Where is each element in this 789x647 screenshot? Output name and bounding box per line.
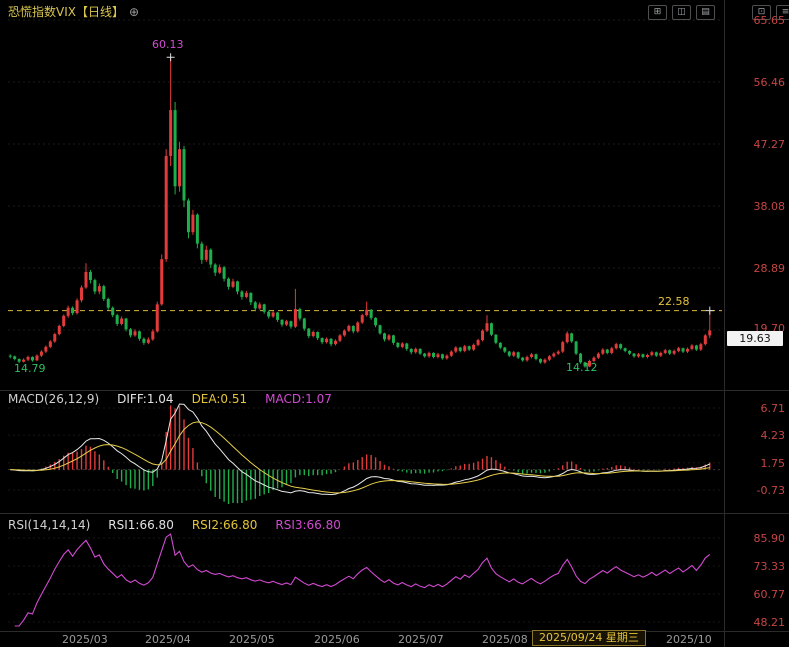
y-axis-tick: 38.08 [753,200,786,213]
macd-params-label: MACD(26,12,9) [8,392,100,406]
x-axis-label: 2025/06 [314,633,360,646]
latest-price-label: 22.58 [658,295,690,308]
menu-icon[interactable]: ≡ [776,5,789,20]
dual-chart-icon[interactable]: ◫ [672,5,691,20]
x-axis-label: 2025/10 [666,633,712,646]
highlighted-date-label: 2025/09/24 星期三 [532,630,646,646]
low-price-label: 14.79 [14,362,46,375]
x-axis-label: 2025/08 [482,633,528,646]
rsi-axis-tick: 48.21 [753,616,786,629]
macd-axis-tick: 6.71 [760,402,786,415]
last-close-badge: 19.63 [727,331,783,346]
x-axis-label: 2025/07 [398,633,444,646]
new-window-icon[interactable]: ⊡ [752,5,771,20]
rsi-axis-tick: 85.90 [753,532,786,545]
macd-axis-tick: 4.23 [760,429,786,442]
rsi1-value: RSI1:66.80 [108,518,174,532]
add-indicator-icon[interactable]: ⊕ [129,5,140,19]
macd-axis-tick: -0.73 [756,484,785,497]
period-label: 【日线】 [75,5,124,19]
x-axis-label: 2025/04 [145,633,191,646]
y-axis-tick: 65.65 [753,14,786,27]
rsi-axis-tick: 73.33 [753,560,786,573]
y-axis-tick: 28.89 [753,262,786,275]
chart-header: 恐慌指数VIX【日线】 ⊕ [8,3,139,20]
y-axis-tick: 56.46 [753,76,786,89]
chart-title: 恐慌指数VIX [8,5,76,19]
macd-diff-value: DIFF:1.04 [117,392,174,406]
list-panel-icon[interactable]: ▤ [696,5,715,20]
rsi-label-row: RSI(14,14,14) RSI1:66.80 RSI2:66.80 RSI3… [8,518,341,532]
macd-value: MACD:1.07 [265,392,332,406]
low-price-label: 14.12 [566,361,598,374]
layout-grid-icon[interactable]: ⊞ [648,5,667,20]
peak-price-label: 60.13 [152,38,184,51]
x-axis-label: 2025/05 [229,633,275,646]
macd-label-row: MACD(26,12,9) DIFF:1.04 DEA:0.51 MACD:1.… [8,392,332,406]
y-axis-tick: 47.27 [753,138,786,151]
rsi-params-label: RSI(14,14,14) [8,518,91,532]
rsi2-value: RSI2:66.80 [191,518,258,532]
macd-dea-value: DEA:0.51 [191,392,248,406]
rsi-axis-tick: 60.77 [753,588,786,601]
x-axis-label: 2025/03 [62,633,108,646]
macd-axis-tick: 1.75 [760,457,786,470]
rsi3-value: RSI3:66.80 [275,518,341,532]
